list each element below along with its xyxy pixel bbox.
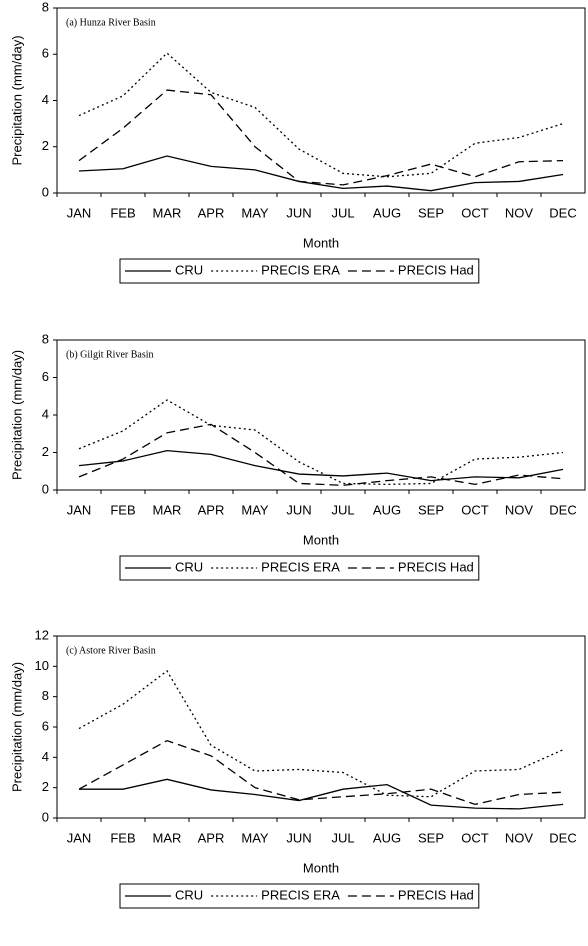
series-line	[78, 89, 564, 186]
y-tick-label: 8	[42, 688, 49, 703]
y-tick-label: 2	[42, 444, 49, 459]
x-tick-label: JUL	[331, 830, 354, 845]
legend-label: PRECIS Had	[398, 887, 474, 902]
x-tick-label: JUN	[286, 205, 311, 220]
x-tick-label: MAR	[153, 830, 182, 845]
x-tick-label: AUG	[373, 205, 401, 220]
x-tick-label: JAN	[67, 830, 92, 845]
legend-box	[119, 258, 480, 284]
y-tick-label: 2	[42, 138, 49, 153]
plot-frame	[56, 635, 586, 819]
y-tick-label: 4	[42, 406, 49, 421]
series-line	[78, 52, 564, 178]
x-tick-label: AUG	[373, 502, 401, 517]
x-tick-label: JAN	[67, 205, 92, 220]
x-tick-label: SEP	[418, 830, 444, 845]
x-tick-label: MAR	[153, 502, 182, 517]
legend-label: PRECIS Had	[398, 559, 474, 574]
x-tick-label: NOV	[505, 502, 534, 517]
y-axis-label: Precipitation (mm/day)	[9, 662, 24, 792]
x-tick-label: FEB	[110, 502, 135, 517]
x-tick-label: FEB	[110, 830, 135, 845]
x-axis-label: Month	[303, 532, 339, 547]
x-tick-label: DEC	[549, 205, 576, 220]
x-axis-label: Month	[303, 235, 339, 250]
x-tick-label: APR	[198, 205, 225, 220]
series-line	[78, 449, 564, 482]
chart-title: (c) Astore River Basin	[66, 645, 156, 656]
x-tick-label: DEC	[549, 502, 576, 517]
y-tick-label: 8	[42, 0, 49, 14]
x-tick-label: JAN	[67, 502, 92, 517]
x-tick-label: NOV	[505, 205, 534, 220]
series-line	[78, 399, 564, 486]
y-tick-label: 6	[42, 46, 49, 61]
y-tick-label: 0	[42, 481, 49, 496]
x-tick-label: APR	[198, 830, 225, 845]
x-tick-label: APR	[198, 502, 225, 517]
x-tick-label: FEB	[110, 205, 135, 220]
legend-box	[119, 555, 480, 581]
legend-label: PRECIS Had	[398, 262, 474, 277]
x-tick-label: JUL	[331, 205, 354, 220]
legend-label: CRU	[175, 262, 203, 277]
series-line	[78, 423, 564, 486]
series-line	[78, 155, 564, 192]
y-tick-label: 8	[42, 331, 49, 346]
x-tick-label: SEP	[418, 502, 444, 517]
y-tick-label: 2	[42, 779, 49, 794]
x-tick-label: MAY	[241, 502, 269, 517]
series-line	[78, 669, 564, 798]
legend-label: CRU	[175, 887, 203, 902]
y-tick-label: 4	[42, 92, 49, 107]
x-tick-label: JUL	[331, 502, 354, 517]
series-line	[79, 778, 564, 810]
y-tick-label: 6	[42, 369, 49, 384]
y-tick-label: 10	[35, 658, 49, 673]
x-tick-label: SEP	[418, 205, 444, 220]
legend-label: PRECIS ERA	[261, 559, 340, 574]
x-tick-label: MAR	[153, 205, 182, 220]
legend-box	[119, 883, 480, 909]
x-tick-label: DEC	[549, 830, 576, 845]
plot-frame	[56, 339, 586, 491]
y-tick-label: 6	[42, 718, 49, 733]
y-tick-label: 12	[35, 627, 49, 642]
legend-label: PRECIS ERA	[261, 887, 340, 902]
x-tick-label: JUN	[286, 502, 311, 517]
series-line	[78, 739, 564, 806]
y-axis-label: Precipitation (mm/day)	[9, 35, 24, 165]
chart-title: (b) Gilgit River Basin	[66, 349, 154, 360]
y-tick-label: 4	[42, 749, 49, 764]
legend-label: PRECIS ERA	[261, 262, 340, 277]
legend-label: CRU	[175, 559, 203, 574]
x-tick-label: OCT	[461, 205, 489, 220]
x-tick-label: JUN	[286, 830, 311, 845]
x-tick-label: NOV	[505, 830, 534, 845]
y-tick-label: 0	[42, 809, 49, 824]
chart-title: (a) Hunza River Basin	[66, 17, 156, 28]
y-axis-label: Precipitation (mm/day)	[9, 350, 24, 480]
x-tick-label: AUG	[373, 830, 401, 845]
x-tick-label: MAY	[241, 205, 269, 220]
x-tick-label: OCT	[461, 830, 489, 845]
x-tick-label: OCT	[461, 502, 489, 517]
x-tick-label: MAY	[241, 830, 269, 845]
x-axis-label: Month	[303, 860, 339, 875]
y-tick-label: 0	[42, 184, 49, 199]
